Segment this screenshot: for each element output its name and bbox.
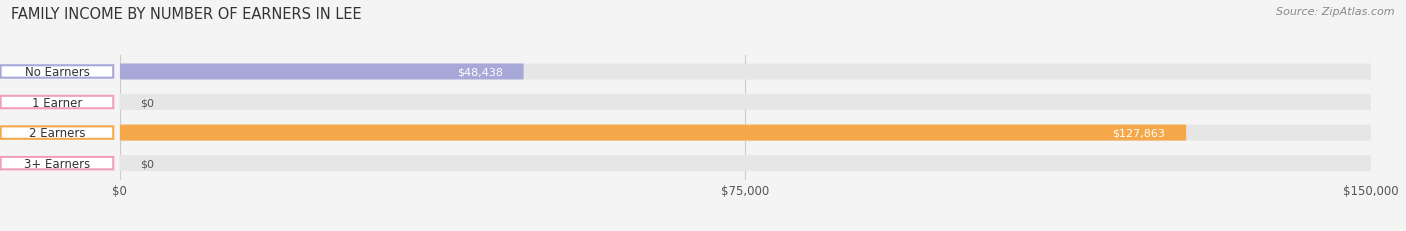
FancyBboxPatch shape bbox=[120, 95, 1371, 110]
Text: $127,863: $127,863 bbox=[1112, 128, 1166, 138]
FancyBboxPatch shape bbox=[0, 96, 114, 109]
FancyBboxPatch shape bbox=[0, 127, 114, 139]
Text: 3+ Earners: 3+ Earners bbox=[24, 157, 90, 170]
FancyBboxPatch shape bbox=[120, 64, 523, 80]
Text: No Earners: No Earners bbox=[24, 66, 90, 79]
FancyBboxPatch shape bbox=[120, 155, 1371, 171]
Text: Source: ZipAtlas.com: Source: ZipAtlas.com bbox=[1277, 7, 1395, 17]
Text: 1 Earner: 1 Earner bbox=[32, 96, 82, 109]
Text: $0: $0 bbox=[141, 158, 155, 168]
Text: 2 Earners: 2 Earners bbox=[28, 127, 86, 140]
FancyBboxPatch shape bbox=[120, 125, 1371, 141]
FancyBboxPatch shape bbox=[120, 125, 1187, 141]
FancyBboxPatch shape bbox=[0, 157, 114, 170]
FancyBboxPatch shape bbox=[0, 66, 114, 78]
Text: FAMILY INCOME BY NUMBER OF EARNERS IN LEE: FAMILY INCOME BY NUMBER OF EARNERS IN LE… bbox=[11, 7, 361, 22]
FancyBboxPatch shape bbox=[120, 64, 1371, 80]
Text: $48,438: $48,438 bbox=[457, 67, 503, 77]
Text: $0: $0 bbox=[141, 98, 155, 108]
